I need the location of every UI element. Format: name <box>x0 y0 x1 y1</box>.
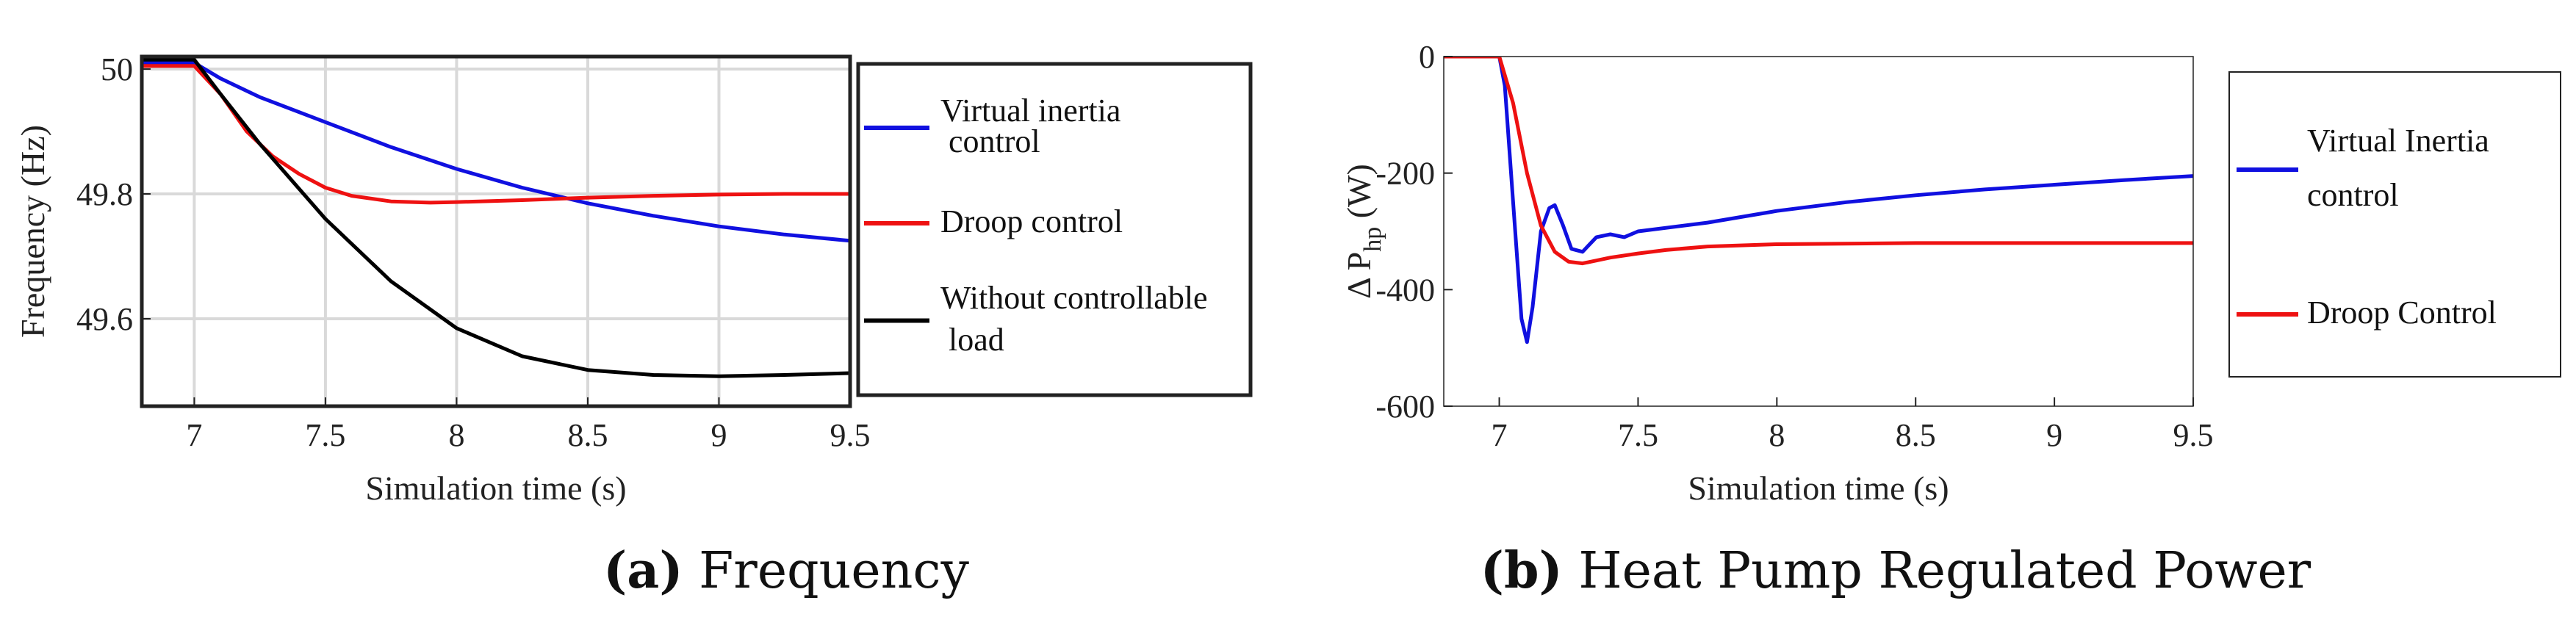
plot-area <box>142 57 850 406</box>
plot-area <box>1444 57 2193 406</box>
legend-label: Virtual Inertia <box>2307 123 2489 159</box>
x-tick-label: 9 <box>710 417 727 453</box>
y-tick-label: 0 <box>1419 39 1435 75</box>
y-axis-label: Frequency (Hz) <box>14 125 51 338</box>
x-axis-label: Simulation time (s) <box>365 469 626 507</box>
y-axis-label-main: Δ P <box>1340 252 1378 299</box>
legend-label: Droop Control <box>2307 295 2497 331</box>
x-tick-label: 9.5 <box>830 417 871 453</box>
caption-a-tag: (a) <box>603 541 683 600</box>
legend-box <box>856 62 1253 397</box>
legend: Virtual Inertia control Droop Control <box>2228 71 2561 378</box>
x-tick-label: 8.5 <box>1896 417 1936 453</box>
series-line-virtual-inertia-control <box>142 61 850 243</box>
legend-label: Virtual inertia <box>940 93 1120 129</box>
x-tick-label: 7 <box>186 417 202 453</box>
caption-a-text: Frequency <box>699 542 969 600</box>
plot-frame <box>1443 56 2194 407</box>
legend-label: control <box>940 123 1040 159</box>
caption-b: (b) Heat Pump Regulated Power <box>1481 541 2311 600</box>
legend-label: control <box>2307 177 2399 213</box>
y-tick-label: -400 <box>1375 272 1435 308</box>
x-tick-label: 9 <box>2046 417 2062 453</box>
y-axis-label-sub: hp <box>1359 227 1386 252</box>
caption-a: (a) Frequency <box>603 541 969 600</box>
caption-b-text: Heat Pump Regulated Power <box>1578 542 2311 600</box>
x-axis-label: Simulation time (s) <box>1688 469 1949 507</box>
legend-box <box>2228 71 2561 378</box>
y-tick-label: -200 <box>1375 156 1435 192</box>
legend-label: Droop control <box>940 203 1123 239</box>
y-tick-label: -600 <box>1375 389 1435 425</box>
x-tick-label: 9.5 <box>2173 417 2214 453</box>
x-tick-label: 7.5 <box>305 417 345 453</box>
y-axis-label-unit: (W) <box>1340 164 1378 227</box>
series-line-without-controllable-load <box>142 57 850 378</box>
x-tick-label: 8 <box>448 417 464 453</box>
x-tick-label: 8.5 <box>567 417 608 453</box>
legend-label: load <box>940 322 1004 358</box>
series-line-virtual-inertia-control <box>1444 57 2193 344</box>
y-tick-label: 50 <box>101 51 133 87</box>
legend-label: Without controllable <box>940 280 1208 316</box>
chart-frequency: 7 7.5 8 8.5 9 9.5 49.6 49.8 50 Simulation time (s… <box>14 51 1253 507</box>
caption-b-tag: (b) <box>1481 541 1563 600</box>
y-axis-label: Δ Php (W) <box>1340 164 1386 299</box>
x-tick-label: 7.5 <box>1618 417 1658 453</box>
series-line-droop-control <box>1444 57 2193 266</box>
y-tick-label: 49.6 <box>76 301 133 337</box>
x-tick-label: 8 <box>1769 417 1785 453</box>
plot-frame <box>140 54 852 408</box>
legend: Virtual inertia control Droop control With… <box>856 62 1253 397</box>
x-tick-label: 7 <box>1492 417 1508 453</box>
chart-heat-pump-power: 7 7.5 8 8.5 9 9.5 -600 -400 -200 0 Simulation time… <box>1340 39 2561 507</box>
y-tick-label: 49.8 <box>76 176 133 212</box>
